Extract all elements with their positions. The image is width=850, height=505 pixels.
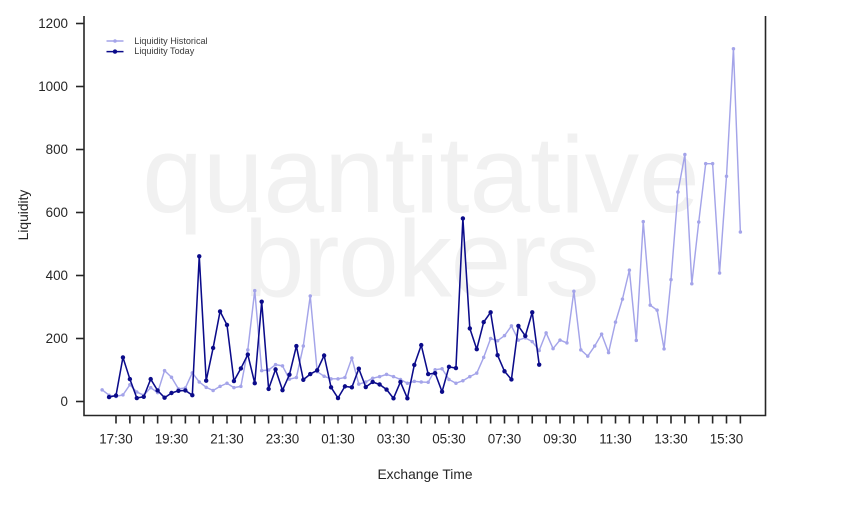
svg-text:800: 800 [46,142,68,157]
svg-text:1000: 1000 [38,79,68,94]
svg-text:13:30: 13:30 [654,432,688,447]
svg-text:200: 200 [46,331,68,346]
svg-text:600: 600 [46,205,68,220]
svg-text:1200: 1200 [38,16,68,31]
svg-text:Liquidity Today: Liquidity Today [134,46,194,56]
svg-text:Liquidity: Liquidity [16,190,31,241]
svg-text:23:30: 23:30 [266,432,300,447]
svg-text:brokers: brokers [244,198,598,320]
svg-text:19:30: 19:30 [155,432,189,447]
svg-text:09:30: 09:30 [543,432,577,447]
svg-text:21:30: 21:30 [210,432,244,447]
svg-text:quantitative: quantitative [142,114,700,236]
svg-text:05:30: 05:30 [432,432,466,447]
svg-text:Exchange Time: Exchange Time [377,467,472,482]
svg-text:03:30: 03:30 [377,432,411,447]
svg-text:17:30: 17:30 [99,432,133,447]
svg-text:400: 400 [46,268,68,283]
svg-text:0: 0 [61,394,68,409]
svg-text:Liquidity Historical: Liquidity Historical [134,36,207,46]
svg-text:15:30: 15:30 [710,432,744,447]
svg-text:07:30: 07:30 [488,432,522,447]
svg-text:01:30: 01:30 [321,432,355,447]
svg-text:11:30: 11:30 [599,432,632,447]
